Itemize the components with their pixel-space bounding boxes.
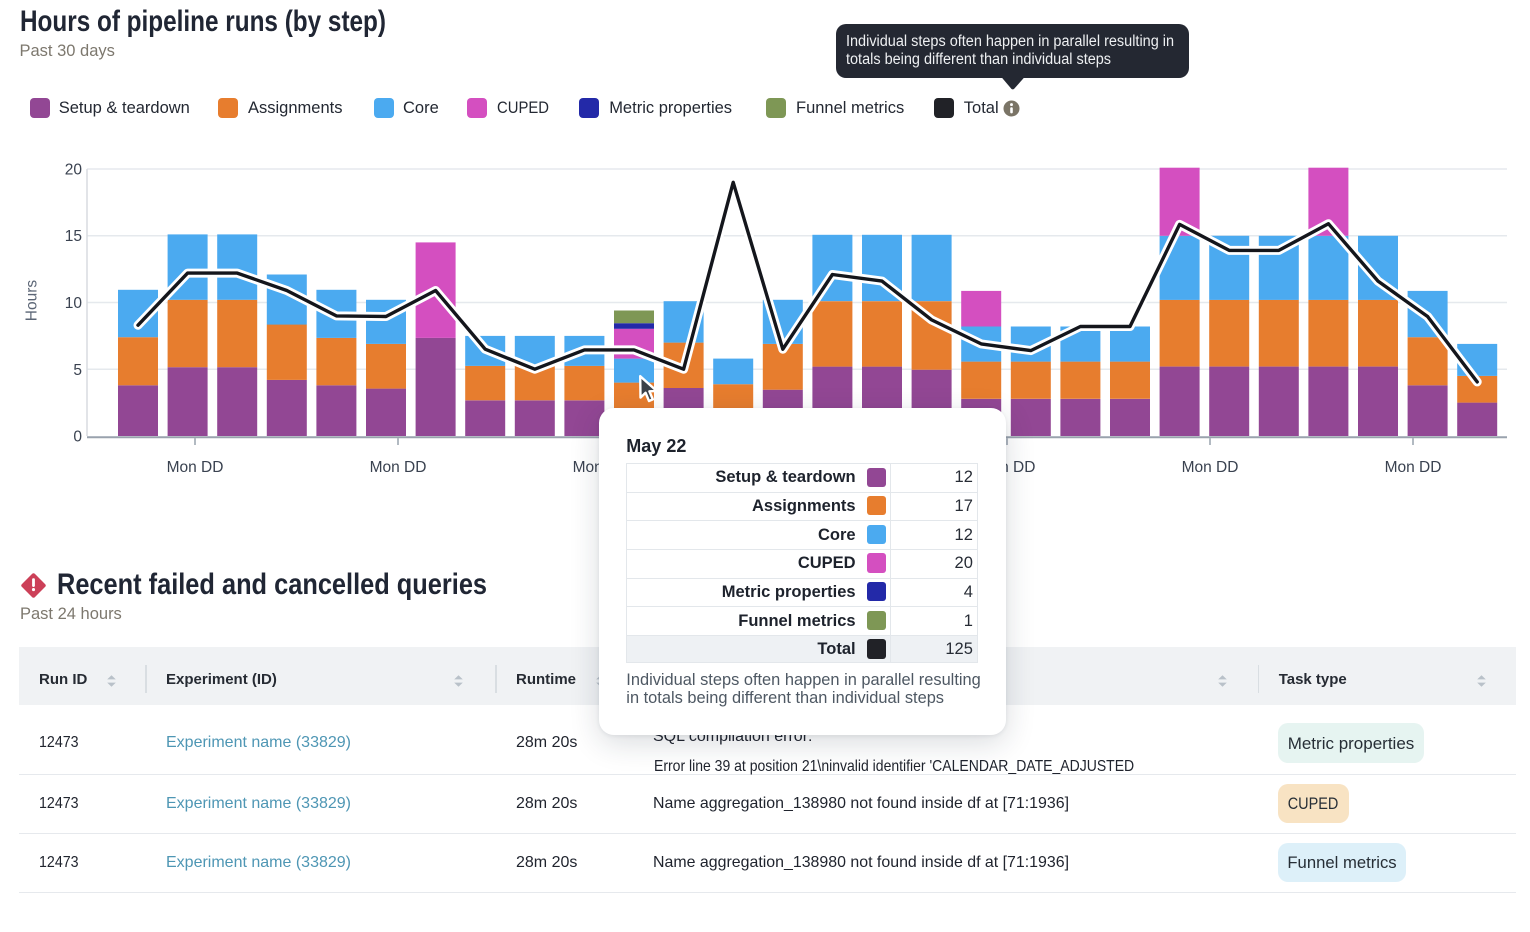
- svg-text:Mon DD: Mon DD: [167, 459, 224, 476]
- svg-text:15: 15: [65, 228, 82, 245]
- svg-text:Mon DD: Mon DD: [1182, 459, 1239, 476]
- svg-text:0: 0: [73, 429, 82, 446]
- svg-text:Mon DD: Mon DD: [1385, 459, 1442, 476]
- svg-text:5: 5: [73, 362, 82, 379]
- svg-text:10: 10: [65, 295, 83, 312]
- svg-text:20: 20: [65, 162, 83, 179]
- svg-text:Mon DD: Mon DD: [370, 459, 427, 476]
- svg-text:Hours: Hours: [23, 280, 40, 322]
